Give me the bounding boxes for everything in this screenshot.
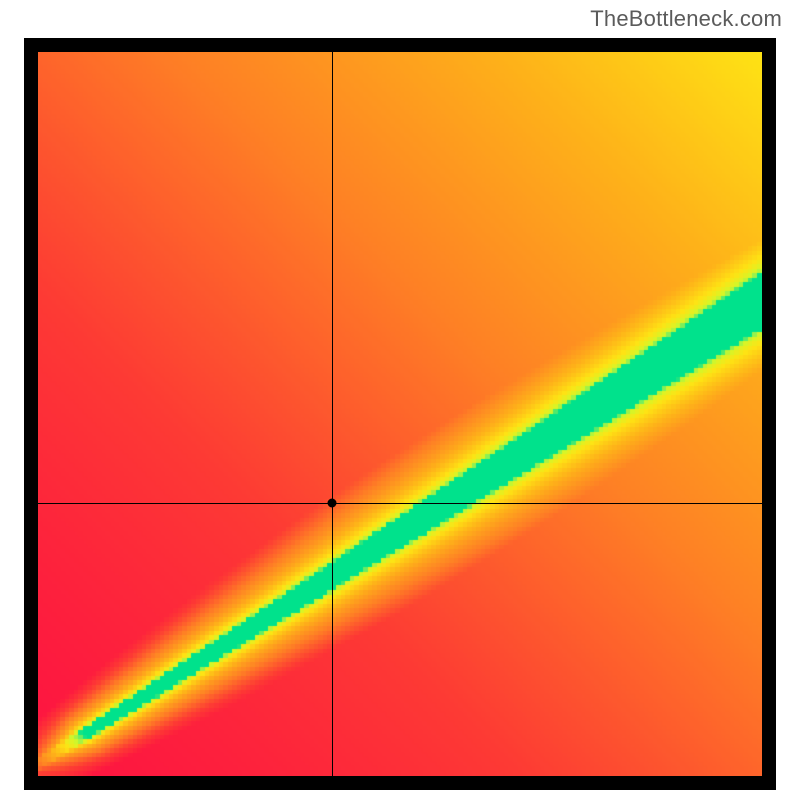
root: TheBottleneck.com: [0, 0, 800, 800]
crosshair-horizontal: [38, 503, 762, 504]
crosshair-vertical: [332, 52, 333, 776]
marker-dot: [327, 499, 336, 508]
heatmap-plot: [38, 52, 762, 776]
watermark-text: TheBottleneck.com: [590, 6, 782, 32]
heatmap-canvas: [38, 52, 762, 776]
chart-frame: [24, 38, 776, 790]
